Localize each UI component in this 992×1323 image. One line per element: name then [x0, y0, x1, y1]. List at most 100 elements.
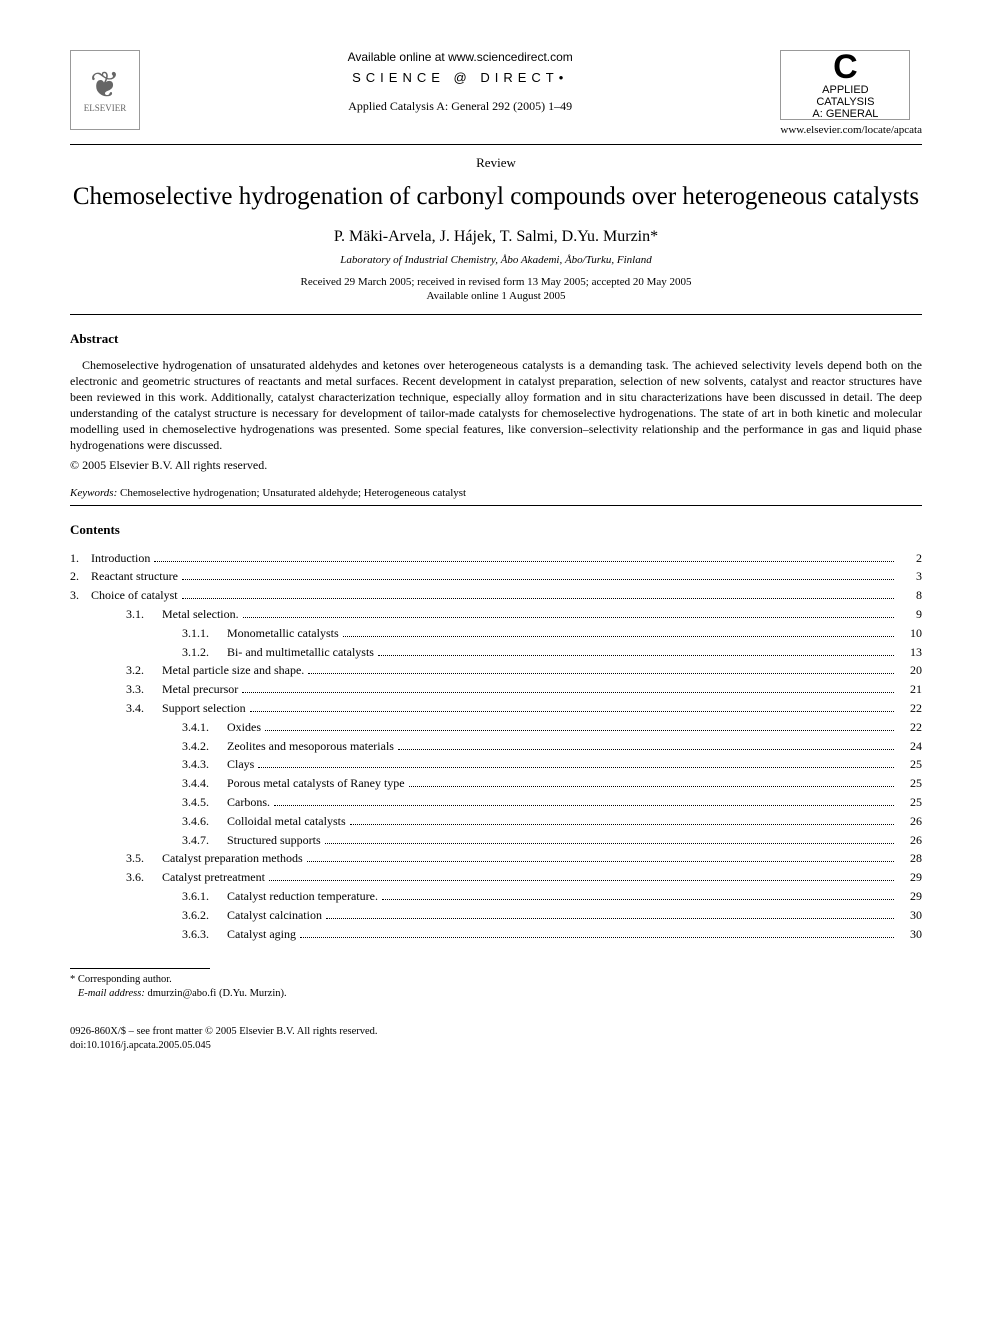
keywords: Keywords: Chemoselective hydrogenation; … [70, 487, 922, 499]
toc-number: 3.4. [126, 700, 162, 717]
toc-row[interactable]: 3.4.4. Porous metal catalysts of Raney t… [70, 775, 922, 792]
toc-row[interactable]: 3.6.1. Catalyst reduction temperature. 2… [70, 888, 922, 905]
toc-row[interactable]: 3.4.5. Carbons. 25 [70, 794, 922, 811]
abstract-heading: Abstract [70, 331, 922, 347]
rule-keywords [70, 505, 922, 506]
table-of-contents: 1. Introduction 22. Reactant structure 3… [70, 550, 922, 943]
toc-row[interactable]: 3.5. Catalyst preparation methods 28 [70, 850, 922, 867]
dates-line2: Available online 1 August 2005 [70, 290, 922, 302]
toc-label: Structured supports [227, 832, 321, 849]
footer: 0926-860X/$ – see front matter © 2005 El… [70, 1025, 922, 1053]
toc-number: 3.3. [126, 681, 162, 698]
toc-label: Reactant structure [91, 568, 178, 585]
toc-label: Zeolites and mesoporous materials [227, 738, 394, 755]
toc-row[interactable]: 3.6. Catalyst pretreatment 29 [70, 869, 922, 886]
toc-number: 3.4.4. [182, 775, 227, 792]
toc-leader-dots [250, 711, 894, 712]
toc-label: Choice of catalyst [91, 587, 178, 604]
dates-line1: Received 29 March 2005; received in revi… [70, 276, 922, 288]
toc-label: Colloidal metal catalysts [227, 813, 346, 830]
toc-number: 3.6. [126, 869, 162, 886]
toc-row[interactable]: 3.3. Metal precursor 21 [70, 681, 922, 698]
toc-page: 25 [898, 756, 922, 773]
toc-row[interactable]: 3.4.1. Oxides 22 [70, 719, 922, 736]
authors: P. Mäki-Arvela, J. Hájek, T. Salmi, D.Yu… [70, 228, 922, 246]
toc-row[interactable]: 3.1. Metal selection. 9 [70, 606, 922, 623]
header-row: ❦ ELSEVIER Available online at www.scien… [70, 50, 922, 136]
toc-number: 3.4.2. [182, 738, 227, 755]
toc-row[interactable]: 3.4. Support selection 22 [70, 700, 922, 717]
toc-leader-dots [154, 561, 894, 562]
toc-number: 3.5. [126, 850, 162, 867]
abstract-text: Chemoselective hydrogenation of unsatura… [70, 357, 922, 454]
toc-row[interactable]: 3.1.1. Monometallic catalysts 10 [70, 625, 922, 642]
toc-number: 3.4.6. [182, 813, 227, 830]
toc-number: 3.2. [126, 662, 162, 679]
toc-row[interactable]: 3.4.6. Colloidal metal catalysts 26 [70, 813, 922, 830]
toc-number: 3.6.2. [182, 907, 227, 924]
toc-row[interactable]: 3.6.2. Catalyst calcination 30 [70, 907, 922, 924]
toc-page: 25 [898, 775, 922, 792]
footnote-marker: * [70, 974, 75, 985]
publisher-name: ELSEVIER [84, 103, 127, 113]
footnote-rule [70, 968, 210, 969]
journal-logo-line1: APPLIED [822, 84, 868, 96]
toc-label: Catalyst reduction temperature. [227, 888, 378, 905]
rule-mid [70, 314, 922, 315]
toc-page: 8 [898, 587, 922, 604]
toc-leader-dots [326, 918, 894, 919]
toc-row[interactable]: 2. Reactant structure 3 [70, 568, 922, 585]
toc-row[interactable]: 3. Choice of catalyst 8 [70, 587, 922, 604]
authors-list: P. Mäki-Arvela, J. Hájek, T. Salmi, D.Yu… [334, 228, 650, 245]
toc-page: 22 [898, 700, 922, 717]
journal-url: www.elsevier.com/locate/apcata [780, 124, 922, 136]
toc-page: 3 [898, 568, 922, 585]
toc-leader-dots [398, 749, 894, 750]
footnote: * Corresponding author. E-mail address: … [70, 973, 922, 1000]
toc-number: 3.4.1. [182, 719, 227, 736]
toc-leader-dots [274, 805, 894, 806]
toc-row[interactable]: 3.4.3. Clays 25 [70, 756, 922, 773]
toc-row[interactable]: 3.4.2. Zeolites and mesoporous materials… [70, 738, 922, 755]
toc-page: 26 [898, 832, 922, 849]
toc-leader-dots [242, 692, 894, 693]
elsevier-tree-icon: ❦ [90, 67, 120, 103]
toc-row[interactable]: 3.4.7. Structured supports 26 [70, 832, 922, 849]
toc-leader-dots [182, 579, 894, 580]
toc-label: Catalyst calcination [227, 907, 322, 924]
affiliation: Laboratory of Industrial Chemistry, Åbo … [70, 254, 922, 266]
toc-row[interactable]: 3.1.2. Bi- and multimetallic catalysts 1… [70, 644, 922, 661]
toc-page: 29 [898, 869, 922, 886]
footer-line1: 0926-860X/$ – see front matter © 2005 El… [70, 1025, 922, 1039]
toc-number: 3.4.3. [182, 756, 227, 773]
toc-page: 9 [898, 606, 922, 623]
toc-number: 3.6.3. [182, 926, 227, 943]
toc-leader-dots [409, 786, 894, 787]
toc-leader-dots [300, 937, 894, 938]
toc-row[interactable]: 3.2. Metal particle size and shape. 20 [70, 662, 922, 679]
center-header: Available online at www.sciencedirect.co… [140, 50, 780, 114]
toc-leader-dots [343, 636, 894, 637]
toc-label: Clays [227, 756, 254, 773]
toc-leader-dots [265, 730, 894, 731]
toc-row[interactable]: 1. Introduction 2 [70, 550, 922, 567]
toc-page: 26 [898, 813, 922, 830]
toc-page: 25 [898, 794, 922, 811]
elsevier-logo: ❦ ELSEVIER [70, 50, 140, 130]
toc-leader-dots [325, 843, 894, 844]
toc-label: Bi- and multimetallic catalysts [227, 644, 374, 661]
toc-row[interactable]: 3.6.3. Catalyst aging 30 [70, 926, 922, 943]
toc-label: Carbons. [227, 794, 270, 811]
toc-page: 22 [898, 719, 922, 736]
toc-label: Catalyst preparation methods [162, 850, 303, 867]
toc-page: 30 [898, 907, 922, 924]
journal-reference: Applied Catalysis A: General 292 (2005) … [150, 99, 770, 114]
keywords-text: Chemoselective hydrogenation; Unsaturate… [117, 487, 466, 499]
article-title: Chemoselective hydrogenation of carbonyl… [70, 181, 922, 214]
sciencedirect-logo: SCIENCE @ DIRECT• [150, 70, 770, 85]
corresponding-marker[interactable]: * [650, 228, 658, 245]
toc-leader-dots [308, 673, 894, 674]
toc-number: 3.6.1. [182, 888, 227, 905]
toc-number: 3.1. [126, 606, 162, 623]
toc-leader-dots [269, 880, 894, 881]
